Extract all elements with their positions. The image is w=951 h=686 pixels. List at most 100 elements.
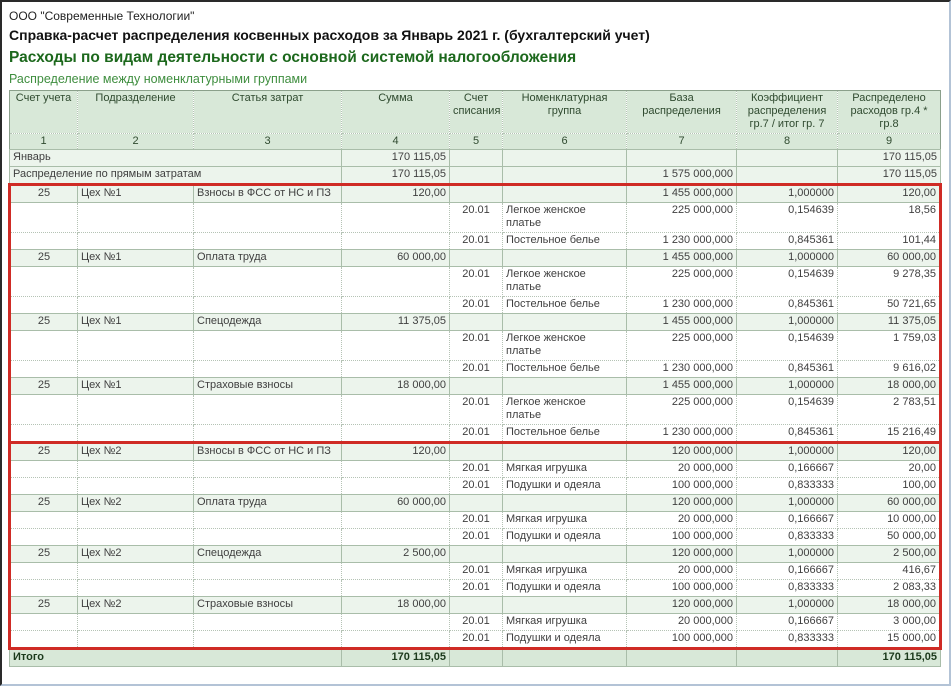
cell-allocated: 50 000,00 — [837, 528, 942, 546]
cell-account: 25 — [8, 545, 78, 563]
cell-coefficient: 0,845361 — [736, 232, 838, 250]
cell-allocated: 9 278,35 — [837, 266, 942, 297]
cell-department — [77, 296, 194, 314]
cell-write-off-account — [449, 441, 503, 461]
column-header-4: Сумма — [341, 90, 450, 134]
distribution-detail-row: 20.01 Подушки и одеяла 100 000,000 0,833333… — [8, 630, 942, 650]
cell-base — [626, 648, 737, 667]
cell-allocated: 2 783,51 — [837, 394, 942, 425]
distribution-detail-row: 20.01 Постельное белье 1 230 000,000 0,8453… — [8, 424, 942, 444]
cell-cost-item — [193, 296, 342, 314]
distribution-table: Счет учета Подразделение Статья затрат Сумм… — [8, 90, 942, 667]
cell-amount: 18 000,00 — [341, 377, 450, 395]
cell-department — [77, 562, 194, 580]
column-number-9: 9 — [837, 133, 941, 150]
cell-department: Цех №1 — [77, 249, 194, 267]
cell-base — [626, 149, 737, 167]
expense-group-row: 25 Цех №1 Взносы в ФСС от НС и ПЗ 120,00 1 4… — [8, 183, 942, 203]
cell-cost-item: Взносы в ФСС от НС и ПЗ — [193, 441, 342, 461]
cell-nomenclature-group: Подушки и одеяла — [502, 528, 627, 546]
cell-nomenclature-group — [502, 149, 627, 167]
cell-cost-item: Взносы в ФСС от НС и ПЗ — [193, 183, 342, 203]
cell-cost-item: Страховые взносы — [193, 377, 342, 395]
distribution-detail-row: 20.01 Легкое женское платье 225 000,000 0,1… — [8, 266, 942, 297]
cell-department: Цех №2 — [77, 494, 194, 512]
cell-coefficient: 0,154639 — [736, 202, 838, 233]
cell-amount: 170 115,05 — [341, 648, 450, 667]
cell-department: Цех №1 — [77, 377, 194, 395]
cell-cost-item — [193, 477, 342, 495]
cell-account — [8, 394, 78, 425]
document-header: ООО "Современные Технологии" Справка-рас… — [8, 9, 943, 86]
cell-cost-item — [193, 360, 342, 378]
column-header-6: Номенклатурная группа — [502, 90, 627, 134]
cell-base: 1 455 000,000 — [626, 249, 737, 267]
distribution-detail-row: 20.01 Мягкая игрушка 20 000,000 0,166667 416… — [8, 562, 942, 580]
cell-nomenclature-group: Легкое женское платье — [502, 202, 627, 233]
distribution-detail-row: 20.01 Легкое женское платье 225 000,000 0,1… — [8, 330, 942, 361]
cell-allocated: 3 000,00 — [837, 613, 942, 631]
cell-allocated: 2 083,33 — [837, 579, 942, 597]
cell-coefficient: 0,845361 — [736, 296, 838, 314]
cell-allocated: 11 375,05 — [837, 313, 942, 331]
cell-allocated: 120,00 — [837, 183, 942, 203]
cell-amount — [341, 562, 450, 580]
cell-base: 100 000,000 — [626, 528, 737, 546]
cell-department — [77, 266, 194, 297]
cell-write-off-account: 20.01 — [449, 266, 503, 297]
cell-nomenclature-group: Легкое женское платье — [502, 330, 627, 361]
cell-base: 1 455 000,000 — [626, 313, 737, 331]
cell-amount — [341, 296, 450, 314]
cell-base: 225 000,000 — [626, 330, 737, 361]
cell-amount — [341, 613, 450, 631]
month-row: Январь 170 115,05 170 115,05 — [9, 149, 941, 167]
table-header: Счет учета Подразделение Статья затрат Сумм… — [9, 90, 941, 150]
cell-amount — [341, 202, 450, 233]
cell-department — [77, 579, 194, 597]
cell-account — [8, 232, 78, 250]
cell-coefficient: 0,166667 — [736, 562, 838, 580]
cell-account: 25 — [8, 441, 78, 461]
cell-cost-item: Страховые взносы — [193, 596, 342, 614]
cell-coefficient: 0,845361 — [736, 424, 838, 444]
cell-nomenclature-group — [502, 249, 627, 267]
cell-nomenclature-group — [502, 596, 627, 614]
cell-write-off-account: 20.01 — [449, 579, 503, 597]
cell-account — [8, 296, 78, 314]
cell-nomenclature-group — [502, 313, 627, 331]
cell-cost-item — [193, 562, 342, 580]
cell-coefficient: 1,000000 — [736, 441, 838, 461]
cell-amount: 60 000,00 — [341, 494, 450, 512]
cell-department: Цех №2 — [77, 441, 194, 461]
cell-allocated: 50 721,65 — [837, 296, 942, 314]
cell-base: 225 000,000 — [626, 202, 737, 233]
cell-base: 1 230 000,000 — [626, 232, 737, 250]
cell-department — [77, 330, 194, 361]
cell-amount: 120,00 — [341, 441, 450, 461]
cell-coefficient: 0,154639 — [736, 266, 838, 297]
cell-amount — [341, 528, 450, 546]
cell-allocated: 60 000,00 — [837, 249, 942, 267]
cell-coefficient: 0,166667 — [736, 613, 838, 631]
cell-base: 1 575 000,000 — [626, 166, 737, 185]
distribution-detail-row: 20.01 Подушки и одеяла 100 000,000 0,833333… — [8, 477, 942, 495]
cell-nomenclature-group — [502, 545, 627, 563]
cell-write-off-account — [449, 183, 503, 203]
cell-allocated: 416,67 — [837, 562, 942, 580]
cell-coefficient: 0,833333 — [736, 528, 838, 546]
cell-account: 25 — [8, 494, 78, 512]
cell-coefficient: 0,154639 — [736, 394, 838, 425]
cell-cost-item: Оплата труда — [193, 494, 342, 512]
cell-write-off-account: 20.01 — [449, 202, 503, 233]
cell-department — [77, 613, 194, 631]
subsection-title: Распределение между номенклатурными груп… — [9, 72, 308, 86]
cell-write-off-account — [449, 166, 503, 185]
cell-account: 25 — [8, 377, 78, 395]
cell-amount — [341, 477, 450, 495]
cell-amount — [341, 630, 450, 650]
column-header-3: Статья затрат — [193, 90, 342, 134]
cell-base: 1 230 000,000 — [626, 424, 737, 444]
cell-amount — [341, 394, 450, 425]
cell-nomenclature-group: Легкое женское платье — [502, 394, 627, 425]
cell-account — [8, 460, 78, 478]
